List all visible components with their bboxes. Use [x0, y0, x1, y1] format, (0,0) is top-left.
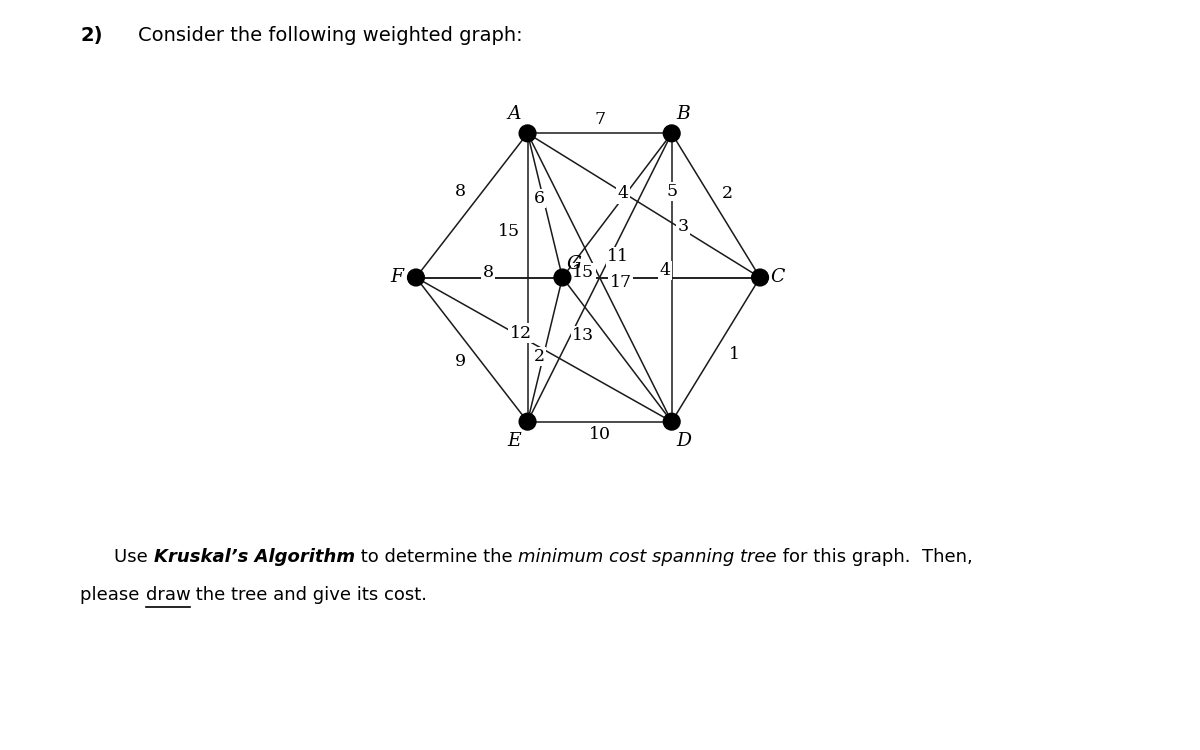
Text: 11: 11: [607, 248, 629, 265]
Text: Kruskal’s Algorithm: Kruskal’s Algorithm: [154, 548, 355, 566]
Text: Consider the following weighted graph:: Consider the following weighted graph:: [138, 26, 523, 45]
Text: the tree and give its cost.: the tree and give its cost.: [191, 586, 427, 604]
Text: 8: 8: [455, 183, 466, 200]
Text: 15: 15: [498, 223, 520, 239]
Text: A: A: [508, 105, 521, 123]
Text: 5: 5: [666, 183, 677, 200]
Circle shape: [664, 413, 680, 430]
Text: 4: 4: [659, 262, 671, 279]
Circle shape: [751, 269, 768, 286]
Text: F: F: [390, 268, 403, 286]
Text: 12: 12: [510, 325, 532, 342]
Text: 8: 8: [482, 264, 493, 281]
Text: G: G: [566, 254, 582, 272]
Text: for this graph.  Then,: for this graph. Then,: [776, 548, 972, 566]
Text: 10: 10: [589, 426, 611, 442]
Text: 6: 6: [534, 190, 545, 207]
Text: 15: 15: [572, 264, 594, 281]
Text: E: E: [508, 432, 522, 450]
Text: minimum cost spanning tree: minimum cost spanning tree: [518, 548, 776, 566]
Text: 2: 2: [722, 185, 733, 202]
Circle shape: [408, 269, 425, 286]
Text: please: please: [80, 586, 145, 604]
Text: 7: 7: [594, 111, 605, 128]
Text: to determine the: to determine the: [355, 548, 518, 566]
Text: 13: 13: [572, 327, 594, 344]
Text: 2: 2: [534, 348, 545, 365]
Circle shape: [520, 125, 536, 142]
Text: 3: 3: [678, 217, 689, 235]
Text: C: C: [770, 268, 785, 286]
Text: draw: draw: [145, 586, 191, 604]
Text: Use: Use: [114, 548, 154, 566]
Text: 17: 17: [610, 274, 631, 291]
Circle shape: [554, 269, 571, 286]
Text: B: B: [677, 105, 690, 123]
Text: D: D: [676, 432, 691, 450]
Text: 4: 4: [617, 185, 629, 202]
Circle shape: [664, 125, 680, 142]
Text: 9: 9: [455, 352, 466, 370]
Text: 2): 2): [80, 26, 103, 45]
Text: 1: 1: [728, 346, 740, 363]
Circle shape: [520, 413, 536, 430]
